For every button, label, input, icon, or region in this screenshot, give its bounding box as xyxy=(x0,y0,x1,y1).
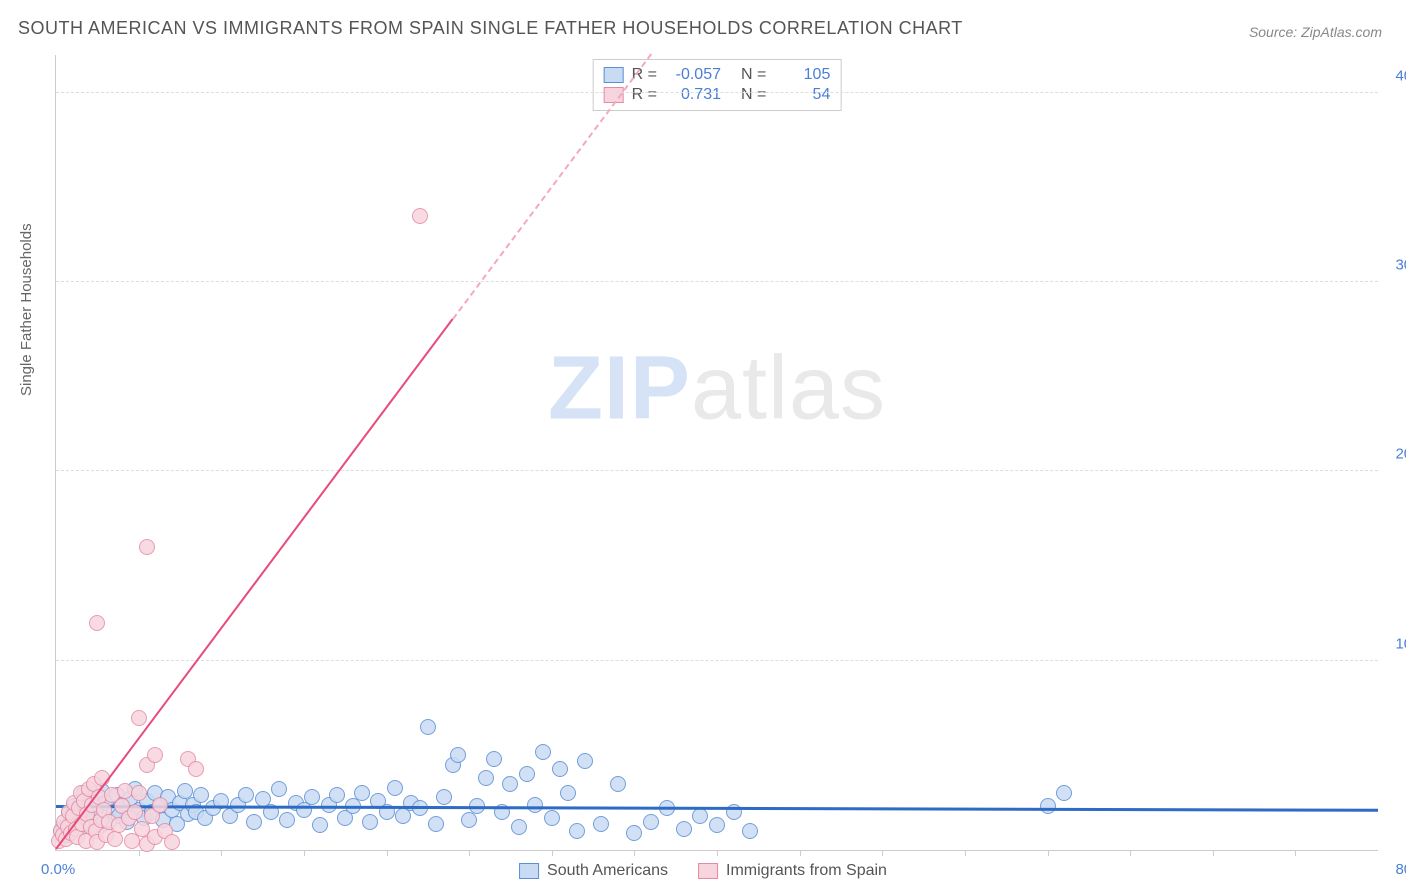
r-value: 0.731 xyxy=(665,86,721,104)
data-point xyxy=(329,787,345,803)
data-point xyxy=(164,834,180,850)
x-tick xyxy=(552,850,553,856)
r-value: -0.057 xyxy=(665,66,721,84)
y-tick-label: 30.0% xyxy=(1383,257,1406,274)
data-point xyxy=(1040,798,1056,814)
legend-label: South Americans xyxy=(547,862,668,880)
data-point xyxy=(1056,785,1072,801)
x-tick xyxy=(387,850,388,856)
data-point xyxy=(279,812,295,828)
data-point xyxy=(152,797,168,813)
data-point xyxy=(147,747,163,763)
legend-item: South Americans xyxy=(519,862,668,880)
legend-swatch xyxy=(604,67,624,83)
data-point xyxy=(131,710,147,726)
gridline xyxy=(56,660,1378,661)
data-point xyxy=(593,816,609,832)
x-tick xyxy=(139,850,140,856)
source-text: Source: ZipAtlas.com xyxy=(1249,24,1382,40)
x-tick xyxy=(634,850,635,856)
data-point xyxy=(643,814,659,830)
n-label: N = xyxy=(741,86,766,104)
data-point xyxy=(131,785,147,801)
x-tick xyxy=(882,850,883,856)
x-axis-min-label: 0.0% xyxy=(41,861,75,878)
data-point xyxy=(450,747,466,763)
data-point xyxy=(478,770,494,786)
data-point xyxy=(709,817,725,833)
r-label: R = xyxy=(632,86,657,104)
gridline xyxy=(56,281,1378,282)
y-tick-label: 40.0% xyxy=(1383,67,1406,84)
data-point xyxy=(552,761,568,777)
y-axis-label: Single Father Households xyxy=(18,223,35,396)
plot-area: ZIPatlas R = -0.057 N = 105 R = 0.731 N = 54 0.… xyxy=(55,55,1378,851)
data-point xyxy=(511,819,527,835)
trend-line-dashed xyxy=(452,53,652,319)
legend-label: Immigrants from Spain xyxy=(726,862,887,880)
watermark: ZIPatlas xyxy=(548,337,886,440)
n-value: 54 xyxy=(774,86,830,104)
data-point xyxy=(387,780,403,796)
x-tick xyxy=(800,850,801,856)
x-tick xyxy=(1295,850,1296,856)
trend-line xyxy=(56,805,1378,812)
data-point xyxy=(436,789,452,805)
bottom-legend: South Americans Immigrants from Spain xyxy=(519,862,887,880)
x-axis-max-label: 80.0% xyxy=(1395,861,1406,878)
legend-swatch xyxy=(519,863,539,879)
chart-title: SOUTH AMERICAN VS IMMIGRANTS FROM SPAIN … xyxy=(18,18,963,39)
legend-swatch xyxy=(698,863,718,879)
legend-item: Immigrants from Spain xyxy=(698,862,887,880)
data-point xyxy=(246,814,262,830)
x-tick xyxy=(1130,850,1131,856)
data-point xyxy=(486,751,502,767)
x-tick xyxy=(221,850,222,856)
data-point xyxy=(89,615,105,631)
data-point xyxy=(362,814,378,830)
watermark-atlas: atlas xyxy=(691,338,886,438)
stats-row: R = 0.731 N = 54 xyxy=(604,86,831,104)
x-tick xyxy=(304,850,305,856)
gridline xyxy=(56,92,1378,93)
data-point xyxy=(354,785,370,801)
data-point xyxy=(304,789,320,805)
x-tick xyxy=(1213,850,1214,856)
data-point xyxy=(238,787,254,803)
data-point xyxy=(544,810,560,826)
data-point xyxy=(271,781,287,797)
trend-line xyxy=(55,318,453,849)
data-point xyxy=(420,719,436,735)
x-tick xyxy=(717,850,718,856)
data-point xyxy=(502,776,518,792)
data-point xyxy=(577,753,593,769)
data-point xyxy=(742,823,758,839)
data-point xyxy=(569,823,585,839)
data-point xyxy=(692,808,708,824)
data-point xyxy=(139,539,155,555)
y-tick-label: 20.0% xyxy=(1383,446,1406,463)
data-point xyxy=(412,208,428,224)
y-tick-label: 10.0% xyxy=(1383,635,1406,652)
data-point xyxy=(610,776,626,792)
data-point xyxy=(127,804,143,820)
data-point xyxy=(428,816,444,832)
stats-legend-box: R = -0.057 N = 105 R = 0.731 N = 54 xyxy=(593,59,842,111)
n-label: N = xyxy=(741,66,766,84)
data-point xyxy=(527,797,543,813)
watermark-zip: ZIP xyxy=(548,338,691,438)
gridline xyxy=(56,470,1378,471)
x-tick xyxy=(1048,850,1049,856)
data-point xyxy=(676,821,692,837)
data-point xyxy=(560,785,576,801)
data-point xyxy=(312,817,328,833)
data-point xyxy=(193,787,209,803)
x-tick xyxy=(469,850,470,856)
data-point xyxy=(535,744,551,760)
data-point xyxy=(188,761,204,777)
n-value: 105 xyxy=(774,66,830,84)
data-point xyxy=(519,766,535,782)
data-point xyxy=(626,825,642,841)
x-tick xyxy=(965,850,966,856)
